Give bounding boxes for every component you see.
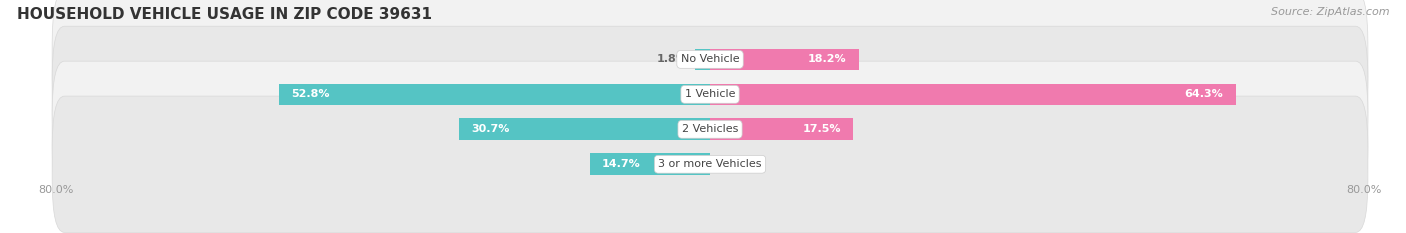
Text: 17.5%: 17.5% xyxy=(803,124,841,134)
FancyBboxPatch shape xyxy=(52,61,1368,198)
Text: 3 or more Vehicles: 3 or more Vehicles xyxy=(658,159,762,169)
Text: No Vehicle: No Vehicle xyxy=(681,55,740,64)
Text: Source: ZipAtlas.com: Source: ZipAtlas.com xyxy=(1271,7,1389,17)
Bar xyxy=(710,118,853,140)
Bar xyxy=(278,84,710,105)
Text: 64.3%: 64.3% xyxy=(1184,89,1223,99)
FancyBboxPatch shape xyxy=(52,96,1368,233)
Text: 30.7%: 30.7% xyxy=(471,124,510,134)
Text: HOUSEHOLD VEHICLE USAGE IN ZIP CODE 39631: HOUSEHOLD VEHICLE USAGE IN ZIP CODE 3963… xyxy=(17,7,432,22)
FancyBboxPatch shape xyxy=(52,0,1368,128)
Bar xyxy=(460,118,710,140)
Text: 2 Vehicles: 2 Vehicles xyxy=(682,124,738,134)
Text: 14.7%: 14.7% xyxy=(602,159,641,169)
Text: 18.2%: 18.2% xyxy=(808,55,846,64)
Bar xyxy=(710,84,1236,105)
Text: 1 Vehicle: 1 Vehicle xyxy=(685,89,735,99)
Bar xyxy=(591,154,710,175)
Bar xyxy=(696,49,710,70)
FancyBboxPatch shape xyxy=(52,26,1368,163)
Text: 0.0%: 0.0% xyxy=(718,159,749,169)
Text: 52.8%: 52.8% xyxy=(291,89,329,99)
Bar xyxy=(710,49,859,70)
Text: 1.8%: 1.8% xyxy=(657,55,688,64)
Legend: Owner-occupied, Renter-occupied: Owner-occupied, Renter-occupied xyxy=(591,230,830,233)
